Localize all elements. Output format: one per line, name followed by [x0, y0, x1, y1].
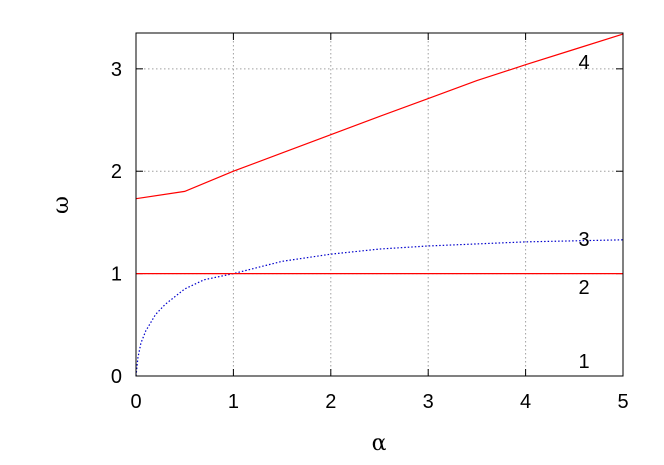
y-tick-label: 0	[111, 366, 122, 388]
curve-label-4: 4	[578, 52, 589, 74]
series-line-1	[135, 33, 624, 200]
curve-label-2: 2	[578, 277, 589, 299]
x-tick-label: 3	[423, 391, 434, 413]
x-tick-label: 4	[520, 391, 531, 413]
curve-label-1: 1	[578, 351, 589, 373]
x-tick-label: 0	[130, 391, 141, 413]
x-axis-label: α	[372, 431, 387, 456]
curve-label-3: 3	[578, 229, 589, 251]
y-tick-label: 2	[111, 161, 122, 183]
ticks	[135, 33, 624, 377]
series-line-2	[135, 239, 624, 377]
grid	[136, 33, 623, 376]
y-axis-label: ω	[49, 196, 74, 214]
y-tick-label: 3	[111, 59, 122, 81]
x-tick-label: 2	[325, 391, 336, 413]
x-tick-label: 1	[228, 391, 239, 413]
y-tick-label: 1	[111, 264, 122, 286]
x-tick-label: 5	[617, 391, 628, 413]
curve-labels: 1 2 3 4	[578, 52, 589, 373]
plot-frame	[135, 32, 624, 377]
tick-labels: 0 1 2 3 4 5 0 1 2 3	[111, 59, 629, 413]
series-layer	[135, 33, 624, 377]
